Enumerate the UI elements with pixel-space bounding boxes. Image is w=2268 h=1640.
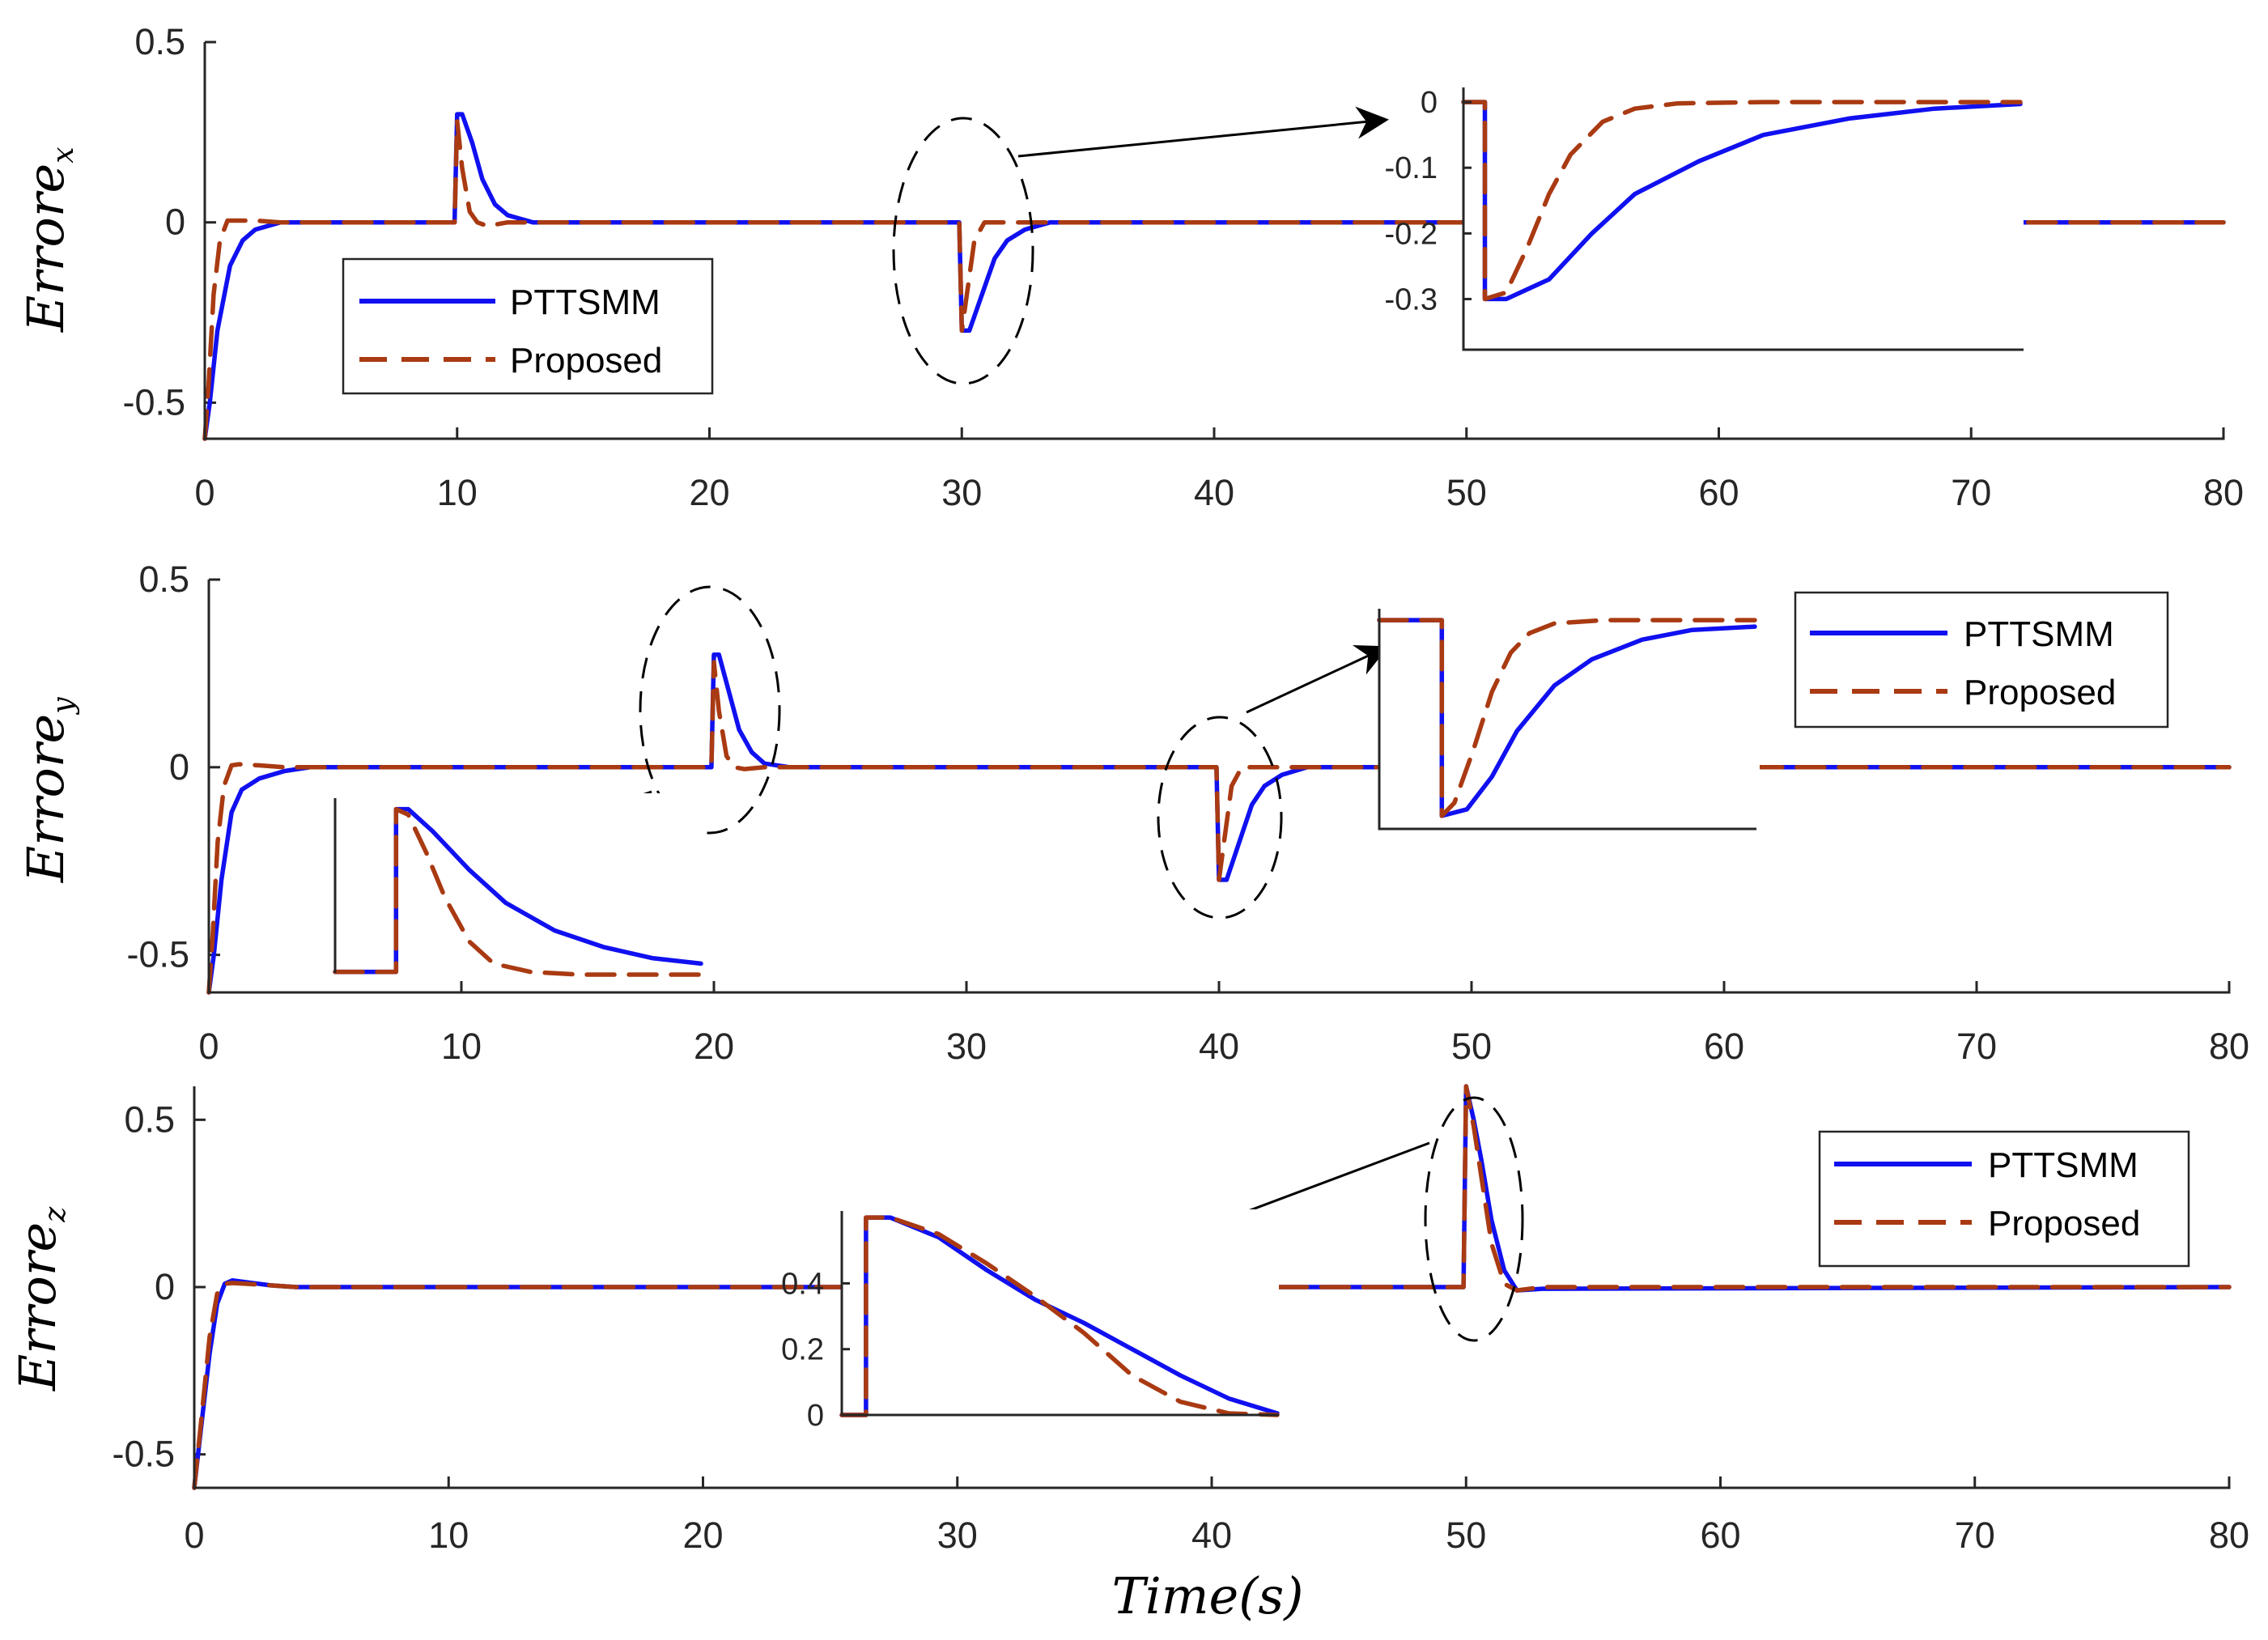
panel-z-xtick-label: 20 — [682, 1515, 723, 1556]
panel-z-inset-ytick-label: 0 — [807, 1399, 824, 1433]
panel-y-inset-right-series — [1377, 618, 1757, 818]
panel-z-ytick-label: -0.5 — [112, 1434, 175, 1475]
panel-z-yticks: -0.5 0 0.5 — [112, 1098, 206, 1475]
panel-x-inset-ytick-label: -0.2 — [1385, 217, 1438, 251]
panel-y-yticks: -0.5 0 0.5 — [126, 559, 220, 975]
panel-z-inset-series-proposed — [839, 1215, 1280, 1417]
panel-x-series — [202, 112, 2226, 441]
panel-z-axes — [193, 1086, 2231, 1489]
panel-x-xtick-label: 70 — [1951, 472, 1991, 513]
panel-z-callout-ellipse — [1424, 1096, 1524, 1342]
panel-y: -0.5 0 0.5 0 10 20 30 40 50 60 70 80 Errorey PTTSM… — [16, 559, 2249, 1067]
panel-z-inset-series — [839, 1215, 1280, 1417]
panel-z-inset: 0 0.2 0.4 — [781, 1209, 1280, 1433]
panel-z-inset-ytick-label: 0.2 — [781, 1333, 824, 1367]
panel-x-xtick-label: 40 — [1194, 472, 1234, 513]
panel-y-callout-ellipse-left — [639, 585, 781, 835]
panel-y-xticks: 0 10 20 30 40 50 60 70 80 — [198, 981, 2249, 1067]
panel-z: -0.500.5 0 10 20 30 40 50 60 70 80 Errorez Time(… — [8, 1084, 2249, 1625]
panel-y-xtick-label: 50 — [1451, 1026, 1492, 1067]
panel-x-inset: 0 -0.1 -0.2 -0.3 — [1385, 86, 2024, 355]
panel-y-series-proposed — [206, 660, 2232, 995]
panel-y-xtick-label: 70 — [1956, 1026, 1997, 1067]
panel-x-inset-yticks: 0 -0.1 -0.2 -0.3 — [1385, 86, 1472, 317]
panel-z-xtick-label: 80 — [2209, 1515, 2249, 1556]
panel-x-xtick-label: 60 — [1698, 472, 1739, 513]
panel-x-series-proposed — [202, 119, 2226, 441]
panel-x-ytick-label: 0.5 — [134, 21, 185, 62]
panel-z-xtick-label: 60 — [1700, 1515, 1740, 1556]
panel-x-xtick-label: 0 — [194, 472, 214, 513]
panel-y-inset-left-series-proposed — [333, 806, 703, 977]
panel-x-legend: PTTSMM Proposed — [342, 257, 714, 395]
panel-x-ytick-label: -0.5 — [122, 381, 185, 423]
panel-x-axes — [203, 42, 2225, 440]
panel-y-series-pttsmm — [206, 652, 2232, 995]
panel-x-xtick-label: 50 — [1446, 472, 1487, 513]
panel-y-ytick-label: 0 — [169, 746, 189, 788]
panel-z-ylabel: Errorez — [8, 1206, 72, 1391]
panel-y-ytick-label: 0.5 — [138, 559, 189, 600]
panel-x-series-pttsmm — [202, 112, 2226, 441]
panel-z-xticks: 0 10 20 30 40 50 60 70 80 — [184, 1476, 2249, 1556]
panel-z-xtick-label: 40 — [1191, 1515, 1232, 1556]
panel-x-xtick-label: 30 — [941, 472, 982, 513]
panel-y-xtick-label: 30 — [946, 1026, 987, 1067]
panel-y-legend: PTTSMM Proposed — [1794, 591, 2169, 729]
panel-z-inset-yticks: 0 0.2 0.4 — [781, 1267, 850, 1433]
panel-y-inset-left-series — [333, 806, 703, 977]
panel-y-xtick-label: 80 — [2209, 1026, 2249, 1067]
panel-y-callout-arrow-right — [1246, 645, 1389, 714]
panel-x-inset-ytick-label: 0 — [1421, 86, 1438, 120]
panel-y-inset-right-axes — [1378, 609, 1756, 831]
panel-y-xtick-label: 40 — [1199, 1026, 1239, 1067]
panel-z-legend: PTTSMM Proposed — [1818, 1130, 2190, 1268]
panel-x-ylabel: Errorex — [16, 147, 80, 333]
panel-z-inset-axes — [840, 1211, 1279, 1417]
legend-ptt-label: PTTSMM — [1988, 1145, 2138, 1185]
legend-ptt-label: PTTSMM — [510, 283, 660, 322]
panel-x-xtick-label: 10 — [437, 472, 478, 513]
panel-z-ytick-label: 0.5 — [124, 1098, 175, 1140]
legend-ptt-label: PTTSMM — [1964, 614, 2114, 654]
legend-prop-label: Proposed — [1988, 1204, 2140, 1243]
panel-x-inset-series-proposed — [1461, 100, 2023, 302]
panel-y-xtick-label: 20 — [694, 1026, 734, 1067]
panel-x-callout-arrow — [1017, 106, 1389, 158]
panel-x-ytick-label: 0 — [165, 202, 185, 243]
panel-y-xtick-label: 60 — [1704, 1026, 1744, 1067]
panel-y-callout-ellipse-right — [1157, 716, 1283, 920]
x-axis-title: Time(s) — [1112, 1566, 1304, 1625]
panel-z-xtick-label: 70 — [1955, 1515, 1995, 1556]
panel-x-inset-series — [1461, 100, 2023, 302]
panel-y-ytick-label: -0.5 — [126, 934, 189, 975]
panel-x-xtick-label: 80 — [2203, 472, 2244, 513]
panel-y-series — [206, 652, 2232, 995]
panel-y-xtick-label: 0 — [198, 1026, 219, 1067]
panel-y-inset-left — [333, 793, 704, 981]
panel-x-xtick-label: 20 — [689, 472, 729, 513]
panel-z-xtick-label: 0 — [184, 1515, 204, 1556]
panel-z-ytick-label: 0 — [155, 1266, 175, 1307]
panel-x: -0.5 0 0.5 0 10 20 30 40 50 60 70 80 Errorex 0 -0.1… — [16, 21, 2244, 513]
panel-y-inset-right-series-proposed — [1377, 618, 1757, 818]
legend-prop-label: Proposed — [510, 341, 662, 380]
panel-x-inset-ytick-label: -0.1 — [1385, 151, 1438, 185]
panel-y-xtick-label: 10 — [441, 1026, 482, 1067]
panel-x-inset-axes — [1462, 87, 2024, 351]
panel-z-xtick-label: 50 — [1446, 1515, 1486, 1556]
panel-x-yticks: -0.5 0 0.5 — [122, 21, 216, 423]
panel-z-xtick-label: 30 — [937, 1515, 978, 1556]
panel-z-xtick-label: 10 — [428, 1515, 469, 1556]
panel-y-inset-right — [1377, 609, 1760, 831]
panel-x-callout-ellipse — [892, 117, 1034, 385]
panel-x-xticks: 0 10 20 30 40 50 60 70 80 — [194, 427, 2244, 513]
panel-z-inset-ytick-label: 0.4 — [781, 1267, 824, 1301]
legend-prop-label: Proposed — [1964, 673, 2116, 712]
panel-x-inset-ytick-label: -0.3 — [1385, 283, 1438, 317]
panel-y-ylabel: Errorey — [16, 697, 80, 883]
panel-y-axes — [207, 580, 2231, 994]
